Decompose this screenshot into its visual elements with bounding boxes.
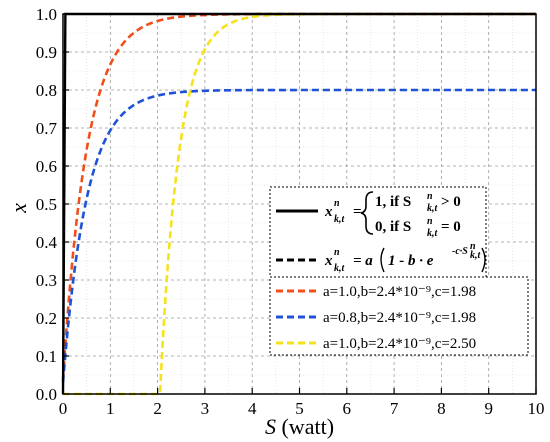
x-tick-label: 9 <box>484 399 493 418</box>
x-tick-label: 4 <box>248 399 257 418</box>
x-axis-var: S <box>265 414 276 439</box>
x-tick-label: 5 <box>295 399 304 418</box>
model-exp: -c·S <box>452 246 468 257</box>
y-tick-label: 0.4 <box>36 233 58 252</box>
x-tick-label: 0 <box>59 399 68 418</box>
x-tick-label: 10 <box>528 399 545 418</box>
step-lhs: x <box>324 204 333 220</box>
model-paren-left <box>380 247 385 273</box>
step-case1-tail: > 0 <box>441 194 461 210</box>
model-paren-right <box>481 247 486 273</box>
y-tick-label: 0.5 <box>36 195 57 214</box>
x-tick-label: 1 <box>106 399 115 418</box>
y-tick-label: 0.8 <box>36 81 57 100</box>
x-tick-label: 3 <box>201 399 210 418</box>
series-line-2 <box>61 88 536 383</box>
y-tick-label: 0.0 <box>36 385 57 404</box>
parameter-legend: a=1.0,b=2.4*10⁻⁹,c=1.98 a=0.8,b=2.4*10⁻⁹,… <box>269 276 529 356</box>
step-equals: = <box>353 204 362 220</box>
step-case2-sub: k,t <box>427 228 439 239</box>
y-tick-label: 0.2 <box>36 309 57 328</box>
model-lhs: x <box>324 253 333 269</box>
y-tick-label: 0.3 <box>36 271 57 290</box>
y-tick-label: 1.0 <box>36 5 57 24</box>
x-tick-label: 8 <box>437 399 446 418</box>
x-tick-label: 7 <box>390 399 399 418</box>
legend-label-2: a=0.8,b=2.4*10⁻⁹,c=1.98 <box>323 310 476 326</box>
step-case2-sup: n <box>427 216 433 227</box>
legend-label-1: a=1.0,b=2.4*10⁻⁹,c=1.98 <box>323 284 476 300</box>
x-tick-label: 2 <box>153 399 162 418</box>
x-tick-label: 6 <box>343 399 352 418</box>
ticks: 0 1 2 3 4 5 6 7 8 9 10 0.0 0.1 0.2 0.3 0.4 0.5 0.6 0.7 0.8 0… <box>36 5 545 418</box>
model-lhs-sub: k,t <box>334 263 346 274</box>
step-lhs-sub: k,t <box>334 214 346 225</box>
model-lhs-sup: n <box>334 247 340 258</box>
y-tick-label: 0.7 <box>36 119 58 138</box>
step-case1-sub: k,t <box>427 203 439 214</box>
step-brace <box>360 191 374 235</box>
x-axis-unit: (watt) <box>276 414 334 439</box>
legend-label-3: a=1.0,b=2.4*10⁻⁹,c=2.50 <box>323 336 476 352</box>
step-case2: 0, if S <box>375 219 411 235</box>
model-exp-sup: n <box>470 241 476 252</box>
y-tick-label: 0.9 <box>36 43 57 62</box>
model-rhs-a: = a <box>353 253 373 269</box>
model-body: 1 - b · e <box>388 253 434 269</box>
step-case1-sup: n <box>427 191 433 202</box>
y-tick-label: 0.6 <box>36 157 57 176</box>
x-axis-label: S (watt) <box>265 414 334 439</box>
step-lhs-sup: n <box>334 198 340 209</box>
step-case2-tail: = 0 <box>441 219 461 235</box>
y-axis-label: x <box>6 203 31 214</box>
y-tick-label: 0.1 <box>36 347 57 366</box>
model-exp-sub: k,t <box>470 250 482 261</box>
parameter-legend-items: a=1.0,b=2.4*10⁻⁹,c=1.98 a=0.8,b=2.4*10⁻⁹,… <box>276 284 476 352</box>
step-case1: 1, if S <box>375 194 411 210</box>
